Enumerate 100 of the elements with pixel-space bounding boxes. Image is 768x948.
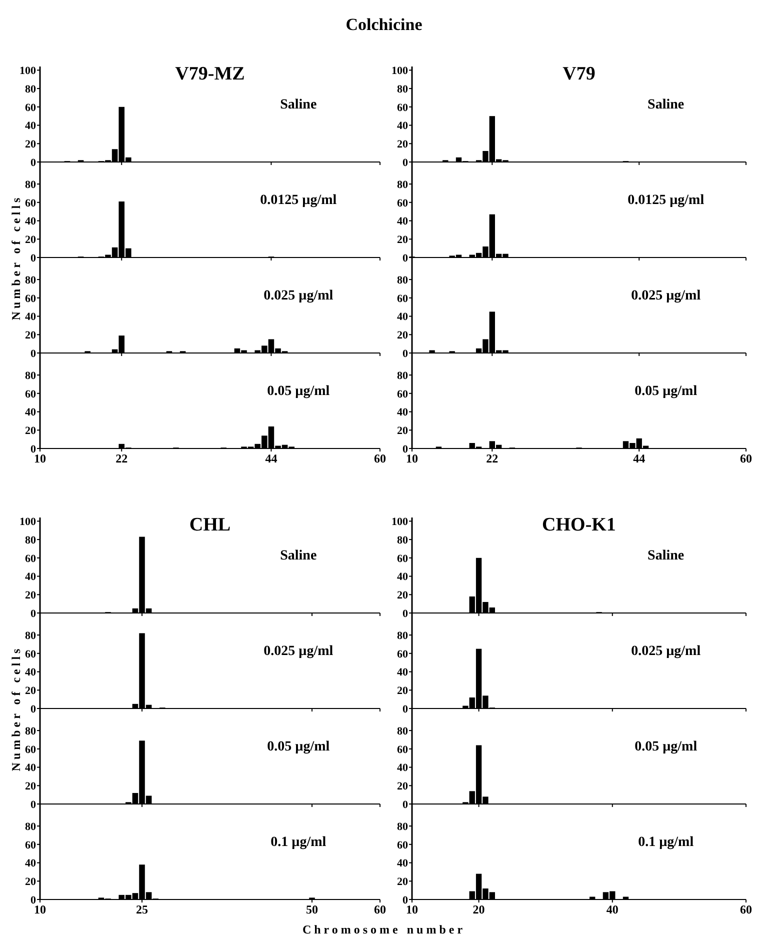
y-tick-label: 40 bbox=[25, 858, 36, 870]
y-tick-label: 80 bbox=[25, 178, 36, 191]
text: Saline bbox=[280, 98, 317, 112]
x-tick-label: 50 bbox=[306, 902, 318, 916]
y-tick-label: 80 bbox=[397, 725, 408, 738]
y-tick-label: 60 bbox=[397, 292, 408, 305]
y-tick-label: 40 bbox=[397, 216, 408, 228]
y-tick-label: 60 bbox=[25, 197, 36, 210]
y-tick-label: 20 bbox=[397, 684, 408, 697]
y-tick-label: 20 bbox=[25, 234, 36, 246]
y-tick-label: 0 bbox=[30, 348, 36, 360]
y-tick-label: 0 bbox=[402, 798, 408, 811]
y-tick-label: 40 bbox=[25, 571, 36, 584]
y-tick-label: 80 bbox=[397, 630, 408, 642]
y-tick-label: 40 bbox=[397, 762, 408, 774]
y-tick-label: 20 bbox=[25, 424, 36, 437]
x-tick-label: 20 bbox=[472, 902, 485, 916]
y-tick-label: 100 bbox=[392, 65, 408, 78]
y-tick-label: 40 bbox=[25, 216, 36, 228]
x-tick-label: 60 bbox=[740, 902, 752, 916]
text: 0.025 µg/ml bbox=[264, 644, 334, 659]
x-tick-label: 10 bbox=[34, 902, 46, 916]
x-tick-label: 44 bbox=[265, 452, 278, 466]
y-tick-label: 80 bbox=[25, 83, 36, 96]
y-tick-label: 40 bbox=[25, 762, 36, 774]
y-tick-label: 40 bbox=[397, 571, 408, 584]
y-tick-label: 80 bbox=[25, 630, 36, 642]
y-tick-label: 20 bbox=[25, 138, 36, 150]
x-tick-label: 60 bbox=[374, 902, 386, 916]
y-tick-label: 0 bbox=[402, 894, 408, 906]
y-tick-label: 20 bbox=[397, 589, 408, 602]
chart-title: V79 bbox=[562, 64, 596, 84]
text: 0.05 µg/ml bbox=[267, 384, 330, 399]
y-tick-label: 40 bbox=[25, 666, 36, 679]
y-tick-label: 60 bbox=[25, 388, 36, 400]
y-tick-label: 60 bbox=[25, 552, 36, 565]
y-tick-label: 100 bbox=[20, 65, 36, 78]
y-tick-label: 20 bbox=[25, 329, 36, 342]
y-tick-label: 80 bbox=[25, 370, 36, 382]
y-tick-label: 20 bbox=[397, 424, 408, 437]
y-tick-label: 0 bbox=[30, 252, 36, 264]
y-tick-label: 60 bbox=[25, 292, 36, 305]
y-tick-label: 20 bbox=[397, 138, 408, 150]
y-tick-label: 60 bbox=[397, 552, 408, 565]
y-tick-label: 0 bbox=[30, 608, 36, 620]
y-tick-label: 40 bbox=[397, 406, 408, 419]
x-tick-label: 22 bbox=[116, 452, 128, 466]
y-tick-label: 0 bbox=[402, 608, 408, 620]
y-tick-label: 60 bbox=[397, 648, 408, 660]
y-tick-label: 20 bbox=[397, 234, 408, 246]
y-tick-label: 80 bbox=[25, 274, 36, 286]
y-tick-label: 20 bbox=[25, 589, 36, 602]
x-tick-label: 10 bbox=[406, 902, 418, 916]
y-tick-label: 80 bbox=[397, 274, 408, 286]
y-tick-label: 20 bbox=[25, 780, 36, 792]
text: Saline bbox=[648, 98, 684, 112]
y-tick-label: 40 bbox=[397, 666, 408, 679]
text: 0.025 µg/ml bbox=[631, 644, 701, 659]
y-tick-label: 80 bbox=[25, 534, 36, 546]
y-tick-label: 80 bbox=[397, 534, 408, 546]
y-tick-label: 40 bbox=[25, 406, 36, 419]
x-tick-label: 10 bbox=[34, 452, 46, 466]
y-tick-label: 20 bbox=[397, 329, 408, 342]
y-tick-label: 80 bbox=[397, 820, 408, 833]
y-tick-label: 60 bbox=[397, 839, 408, 852]
y-tick-label: 0 bbox=[402, 252, 408, 264]
y-tick-label: 80 bbox=[397, 178, 408, 191]
x-tick-label: 25 bbox=[136, 902, 148, 916]
chart-title: CHO-K1 bbox=[542, 514, 616, 536]
y-tick-label: 60 bbox=[25, 648, 36, 660]
text: 0.0125 µg/ml bbox=[260, 193, 337, 208]
x-axis-title: Chromosome number bbox=[302, 922, 466, 936]
chart-title: V79-MZ bbox=[175, 64, 245, 84]
x-tick-label: 44 bbox=[633, 452, 646, 466]
y-tick-label: 60 bbox=[25, 744, 36, 756]
y-tick-label: 40 bbox=[25, 120, 36, 132]
chart-title: CHL bbox=[189, 514, 231, 536]
y-tick-label: 0 bbox=[402, 156, 408, 169]
text: 0.025 µg/ml bbox=[631, 288, 701, 304]
y-tick-label: 40 bbox=[397, 311, 408, 324]
y-axis-title: Number of cells bbox=[9, 194, 23, 320]
y-tick-label: 40 bbox=[25, 311, 36, 324]
text: 0.05 µg/ml bbox=[634, 384, 698, 399]
x-tick-label: 60 bbox=[740, 452, 752, 466]
y-tick-label: 60 bbox=[397, 388, 408, 400]
y-tick-label: 0 bbox=[30, 443, 36, 456]
text: Saline bbox=[280, 548, 317, 564]
y-tick-label: 0 bbox=[30, 156, 36, 169]
y-tick-label: 20 bbox=[25, 684, 36, 697]
y-tick-label: 0 bbox=[30, 703, 36, 716]
text: 0.05 µg/ml bbox=[267, 740, 330, 754]
y-tick-label: 60 bbox=[397, 102, 408, 114]
y-tick-label: 80 bbox=[25, 820, 36, 833]
y-tick-label: 60 bbox=[397, 197, 408, 210]
y-tick-label: 0 bbox=[30, 798, 36, 811]
y-tick-label: 0 bbox=[30, 894, 36, 906]
x-tick-label: 10 bbox=[406, 452, 418, 466]
y-tick-label: 80 bbox=[397, 83, 408, 96]
y-tick-label: 80 bbox=[397, 370, 408, 382]
x-tick-label: 60 bbox=[374, 452, 386, 466]
